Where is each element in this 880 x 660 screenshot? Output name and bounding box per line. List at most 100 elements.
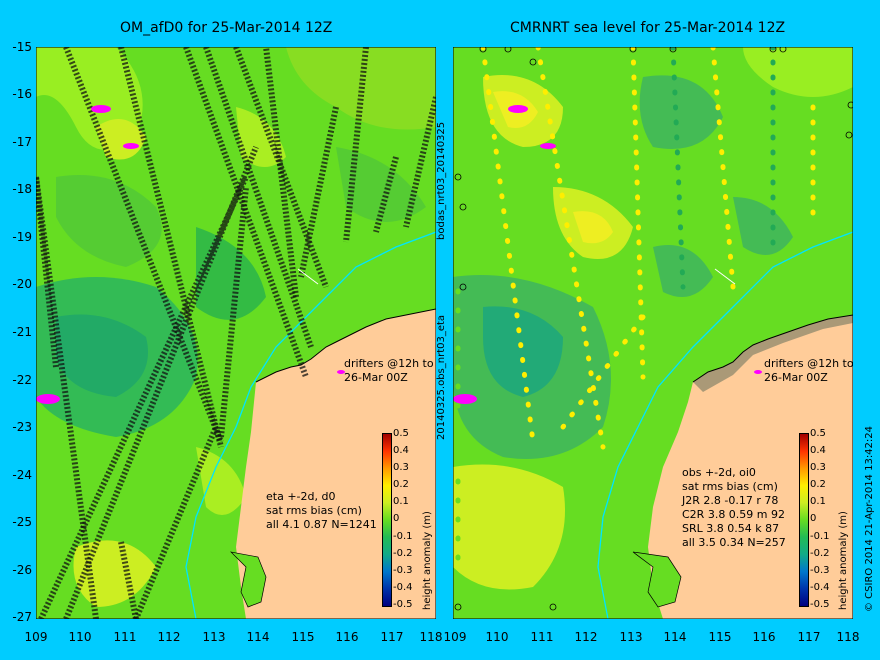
lon-tick: 111	[113, 630, 137, 644]
right-cb-tick: 0.3	[810, 462, 826, 473]
lat-tick: -20	[12, 277, 32, 291]
left-cb-tick: -0.5	[393, 599, 413, 610]
left-cb-tick: 0.2	[393, 479, 409, 490]
left-stat-line-1: eta +-2d, d0	[266, 490, 336, 503]
anomaly-region	[639, 75, 723, 149]
lat-tick: -19	[12, 230, 32, 244]
lon-tick: 117	[380, 630, 404, 644]
right-colorbar-label: height anomaly (m)	[838, 511, 849, 610]
lon-tick: 118	[419, 630, 443, 644]
right-cb-tick: -0.3	[810, 565, 830, 576]
drifter-tracks	[453, 105, 762, 404]
csiro-credit: © CSIRO 2014 21-Apr-2014 13:42:24	[864, 425, 875, 612]
lon-tick: 114	[246, 630, 270, 644]
anomaly-region	[733, 197, 793, 255]
coastline	[692, 314, 853, 383]
left-drifters-label-2: 26-Mar 00Z	[344, 371, 408, 384]
lat-tick: -24	[12, 468, 32, 482]
obs-source-label: 20140325.obs_nrt03_eta	[436, 314, 447, 440]
right-cb-tick: 0	[810, 513, 817, 524]
lat-tick: -16	[12, 87, 32, 101]
right-stat-line-1: obs +-2d, oi0	[682, 466, 756, 479]
anomaly-region	[96, 119, 146, 160]
right-stat-line-6: all 3.5 0.34 N=257	[682, 536, 786, 549]
coastline	[255, 308, 436, 383]
lon-tick: 116	[752, 630, 776, 644]
left-stat-line-3: all 4.1 0.87 N=1241	[266, 518, 377, 531]
right-cb-tick: 0.5	[810, 428, 826, 439]
right-stat-line-2: sat rms bias (cm)	[682, 480, 778, 493]
right-colorbar	[799, 433, 809, 607]
left-cb-tick: 0.5	[393, 428, 409, 439]
anomaly-region	[453, 464, 565, 590]
left-cb-tick: 0	[393, 513, 400, 524]
lon-tick: 111	[530, 630, 554, 644]
anomaly-region	[56, 175, 162, 267]
lat-tick: -26	[12, 563, 32, 577]
right-drifters-label-2: 26-Mar 00Z	[764, 371, 828, 384]
leeuwin-current-line	[185, 231, 436, 619]
anomaly-region	[196, 447, 246, 515]
left-cb-tick: 0.4	[393, 445, 409, 456]
right-cb-tick: 0.4	[810, 445, 826, 456]
drifter-tracks	[36, 105, 345, 404]
left-drifters-label-1: drifters @12h to	[344, 357, 434, 370]
lon-tick: 112	[574, 630, 598, 644]
right-stat-line-4: C2R 3.8 0.59 m 92	[682, 508, 786, 521]
lon-tick: 112	[157, 630, 181, 644]
lat-tick: -21	[12, 325, 32, 339]
left-cb-tick: 0.3	[393, 462, 409, 473]
anomaly-region	[743, 47, 853, 97]
left-cb-tick: -0.3	[393, 565, 413, 576]
lon-tick: 110	[485, 630, 509, 644]
left-colorbar	[382, 433, 392, 607]
anomaly-region	[56, 314, 148, 397]
right-cb-tick: -0.2	[810, 548, 830, 559]
left-cb-tick: -0.4	[393, 582, 413, 593]
lon-tick: 118	[836, 630, 860, 644]
left-colorbar-label: height anomaly (m)	[422, 511, 433, 610]
lon-tick: 115	[291, 630, 315, 644]
right-cb-tick: -0.1	[810, 531, 830, 542]
leeuwin-current-line	[597, 231, 853, 619]
lat-tick: -18	[12, 182, 32, 196]
lat-tick: -15	[12, 40, 32, 54]
right-stat-line-3: J2R 2.8 -0.17 r 78	[682, 494, 779, 507]
left-stat-line-2: sat rms bias (cm)	[266, 504, 362, 517]
coastal-shelf	[693, 315, 853, 392]
lon-tick: 115	[708, 630, 732, 644]
shark-bay	[229, 551, 267, 608]
right-cb-tick: -0.5	[810, 599, 830, 610]
anomaly-region	[573, 211, 613, 244]
right-cb-tick: 0.1	[810, 496, 826, 507]
left-map	[36, 47, 436, 619]
satellite-tracks	[36, 47, 436, 619]
left-cb-tick: -0.2	[393, 548, 413, 559]
right-stat-line-5: SRL 3.8 0.54 k 87	[682, 522, 780, 535]
lon-tick: 113	[202, 630, 226, 644]
anomaly-region	[336, 147, 426, 222]
lon-tick: 109	[24, 630, 48, 644]
right-cb-tick: 0.2	[810, 479, 826, 490]
lat-tick: -25	[12, 515, 32, 529]
lon-tick: 117	[797, 630, 821, 644]
track-end-markers	[454, 47, 853, 611]
shark-bay	[632, 551, 682, 608]
left-cb-tick: 0.1	[393, 496, 409, 507]
anomaly-region	[483, 306, 563, 397]
right-map	[453, 47, 853, 619]
lon-tick: 113	[619, 630, 643, 644]
left-panel-title: OM_afD0 for 25-Mar-2014 12Z	[120, 20, 333, 36]
right-drifters-label-1: drifters @12h to	[764, 357, 854, 370]
lon-tick: 116	[335, 630, 359, 644]
right-cb-tick: -0.4	[810, 582, 830, 593]
drifter-vector	[714, 268, 736, 285]
lat-tick: -17	[12, 135, 32, 149]
lat-tick: -23	[12, 420, 32, 434]
drifter-vector	[297, 268, 319, 285]
lon-tick: 109	[443, 630, 467, 644]
lon-tick: 110	[68, 630, 92, 644]
anomaly-region	[236, 107, 286, 167]
lat-tick: -22	[12, 373, 32, 387]
left-cb-tick: -0.1	[393, 531, 413, 542]
